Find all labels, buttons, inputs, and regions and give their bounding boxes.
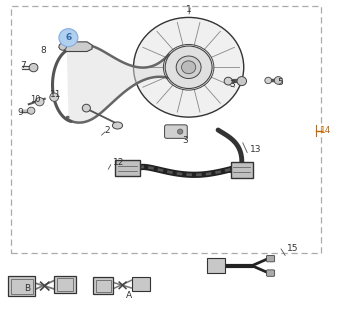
FancyBboxPatch shape (207, 258, 225, 273)
Text: 1: 1 (186, 5, 191, 14)
Text: 9: 9 (17, 108, 23, 117)
Text: A: A (125, 291, 132, 300)
FancyBboxPatch shape (93, 277, 113, 294)
Ellipse shape (134, 17, 244, 117)
Text: 11: 11 (50, 90, 62, 99)
FancyBboxPatch shape (8, 276, 35, 296)
Text: 2: 2 (104, 126, 110, 135)
Text: 14: 14 (320, 126, 332, 135)
Circle shape (59, 43, 66, 50)
Ellipse shape (165, 46, 212, 89)
Circle shape (265, 77, 272, 84)
Text: 3: 3 (182, 136, 188, 145)
FancyBboxPatch shape (165, 125, 187, 138)
Ellipse shape (176, 56, 201, 78)
FancyBboxPatch shape (231, 162, 253, 178)
Polygon shape (59, 42, 92, 51)
Circle shape (29, 63, 38, 72)
Circle shape (274, 77, 283, 84)
Text: 5: 5 (277, 78, 283, 87)
Text: 10: 10 (30, 95, 41, 104)
FancyBboxPatch shape (54, 276, 76, 293)
Circle shape (177, 129, 183, 134)
Text: 3: 3 (230, 80, 236, 89)
Text: B: B (24, 284, 30, 293)
Text: 8: 8 (41, 46, 47, 55)
Text: 13: 13 (250, 145, 261, 154)
Circle shape (50, 93, 58, 101)
Text: 6: 6 (65, 33, 71, 42)
FancyBboxPatch shape (267, 270, 275, 276)
Ellipse shape (182, 61, 196, 74)
Circle shape (28, 107, 35, 114)
Circle shape (224, 77, 232, 85)
Circle shape (59, 29, 78, 47)
Text: 7: 7 (20, 61, 26, 70)
Text: 12: 12 (113, 158, 124, 167)
Circle shape (82, 104, 90, 112)
Circle shape (35, 98, 44, 106)
Bar (11, 5, 321, 253)
Text: 15: 15 (287, 245, 298, 254)
FancyBboxPatch shape (267, 255, 275, 262)
Circle shape (237, 77, 246, 86)
FancyBboxPatch shape (115, 160, 139, 176)
Polygon shape (67, 45, 169, 123)
FancyBboxPatch shape (132, 276, 150, 291)
Ellipse shape (113, 122, 123, 129)
